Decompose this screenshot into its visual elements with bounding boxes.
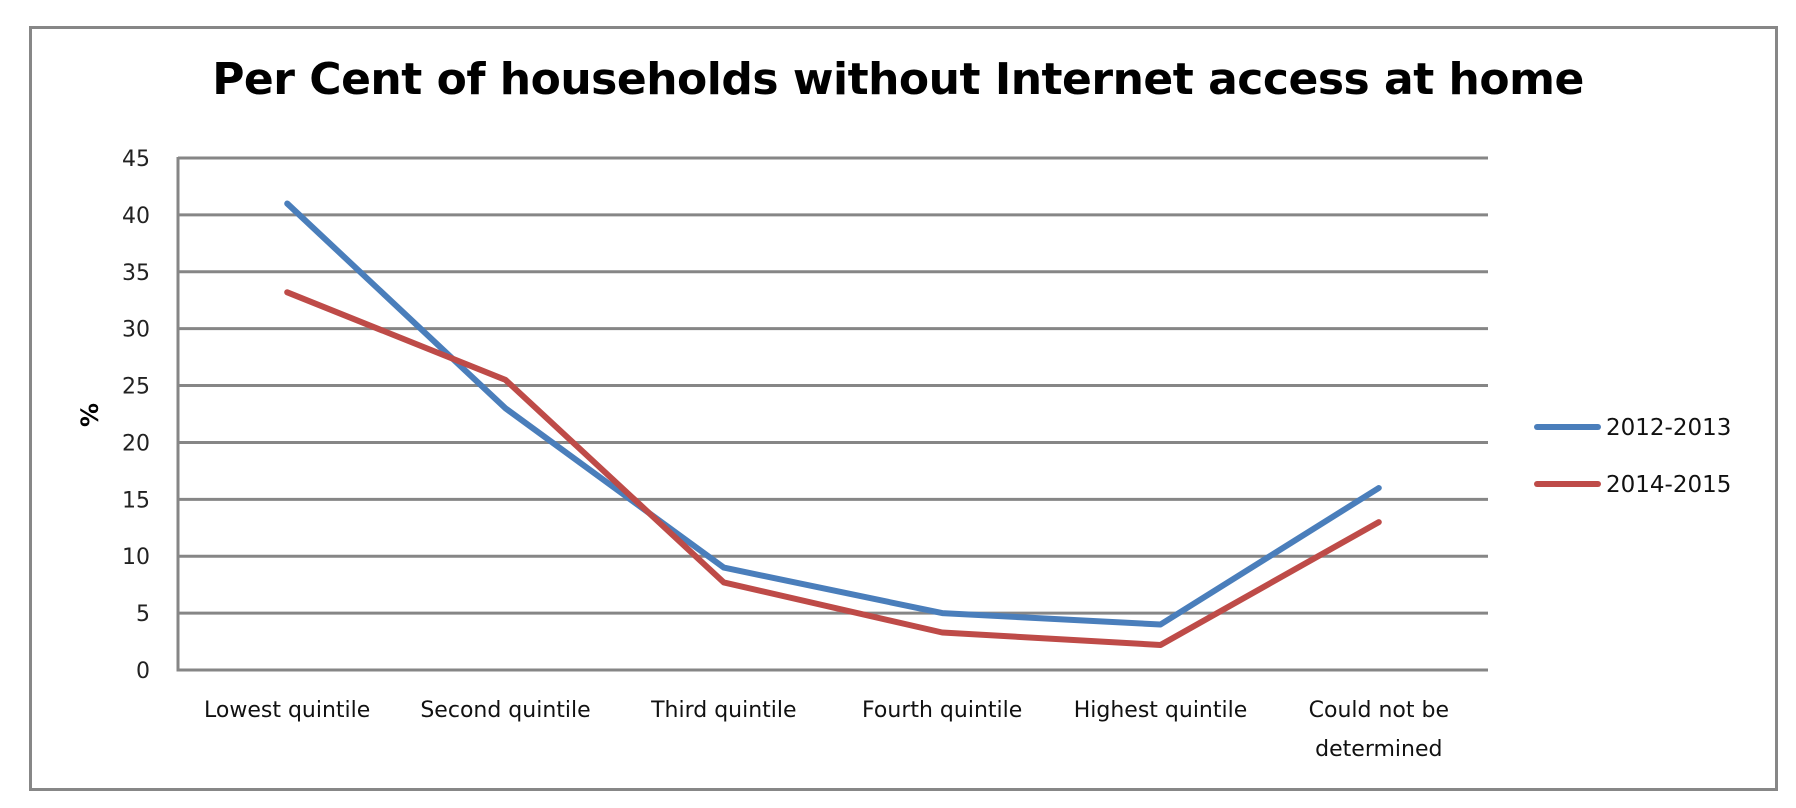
y-tick-label: 40 [122,204,150,229]
y-tick-label: 35 [122,261,150,286]
y-axis-ticks: 0 5 10 15 20 25 30 35 40 45 [122,147,150,684]
series-line-2014-2015 [284,289,1382,648]
y-axis-label: % [76,403,104,427]
x-category-label: Could not be [1309,698,1449,723]
x-category-label: determined [1315,737,1442,762]
y-tick-label: 30 [122,318,150,343]
x-category-label: Third quintile [650,698,796,723]
y-tick-label: 5 [136,602,150,627]
chart-frame [29,26,1778,791]
y-tick-label: 20 [122,431,150,456]
y-tick-label: 10 [122,545,150,570]
x-category-label: Highest quintile [1074,698,1248,723]
y-tick-label: 45 [122,147,150,172]
x-axis-categories: Lowest quintile Second quintile Third quin… [204,698,1449,762]
legend-label: 2012-2013 [1606,415,1731,441]
data-series [284,200,1382,648]
x-category-label: Fourth quintile [862,698,1022,723]
y-tick-label: 25 [122,375,150,400]
y-tick-label: 0 [136,659,150,684]
chart-title: Per Cent of households without Internet … [212,54,1584,105]
x-category-label: Second quintile [420,698,590,723]
y-tick-label: 15 [122,488,150,513]
gridlines [176,156,1488,672]
legend-label: 2014-2015 [1606,472,1731,498]
legend: 2012-2013 2014-2015 [1534,415,1731,498]
x-category-label: Lowest quintile [204,698,370,723]
series-line-2012-2013 [284,200,1382,628]
